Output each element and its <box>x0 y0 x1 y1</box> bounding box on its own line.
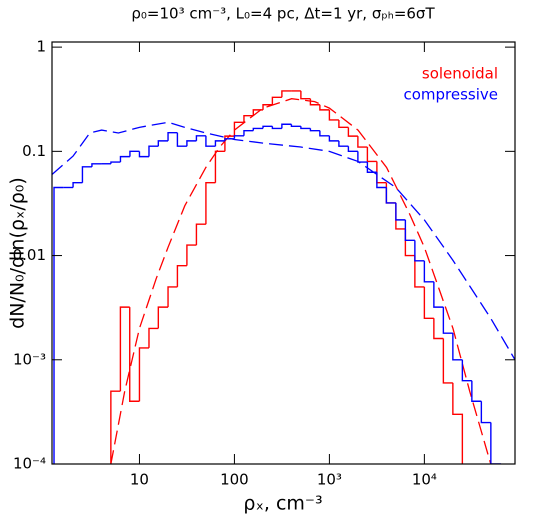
histogram-step <box>138 151 149 158</box>
legend-label: solenoidal <box>422 65 498 83</box>
histogram-step <box>195 135 206 141</box>
histogram-step <box>243 129 254 136</box>
histogram-step <box>129 307 140 402</box>
histogram-step <box>471 380 482 402</box>
histogram-step <box>281 123 292 129</box>
y-tick-label: 0.01 <box>13 246 46 264</box>
y-tick-label: 1 <box>36 38 46 56</box>
histogram-step <box>442 338 453 384</box>
histogram-step <box>433 281 444 308</box>
histogram-step <box>442 307 453 334</box>
histogram-step <box>395 202 406 221</box>
histogram-step <box>404 228 415 257</box>
histogram-step <box>480 401 491 424</box>
histogram-step <box>148 145 159 157</box>
histogram-step <box>214 150 225 183</box>
legend-label: compressive <box>403 86 498 104</box>
y-tick-label: 10⁻³ <box>13 350 46 368</box>
y-tick-label: 0.1 <box>22 142 46 160</box>
histogram-step <box>72 182 83 188</box>
histogram-step <box>176 132 187 147</box>
histogram-step <box>414 240 425 262</box>
histogram-step <box>167 131 178 141</box>
histogram-step <box>186 140 197 147</box>
histogram-step <box>176 264 187 287</box>
histogram-step <box>233 121 244 137</box>
histogram-step <box>328 135 339 142</box>
histogram-step <box>395 202 406 230</box>
x-axis-label: ρₓ, cm⁻³ <box>243 493 322 515</box>
fit-curve <box>110 98 492 464</box>
histogram-step <box>157 306 169 329</box>
histogram-step <box>357 136 368 148</box>
histogram-step <box>195 223 206 246</box>
histogram-step <box>319 104 330 111</box>
y-tick-label: 10⁻⁴ <box>13 455 46 473</box>
plot-area <box>52 90 515 464</box>
histogram-step <box>347 127 358 137</box>
histogram-step <box>53 186 64 464</box>
histogram-step <box>243 114 254 123</box>
histogram-step <box>461 359 472 382</box>
histogram-step <box>300 90 311 100</box>
histogram-step <box>490 422 502 464</box>
plot-frame <box>51 41 516 465</box>
histogram-step <box>252 127 264 131</box>
histogram-step <box>290 124 301 127</box>
histogram-step <box>271 96 282 105</box>
histogram-step <box>319 130 330 137</box>
histogram-step <box>262 125 273 129</box>
histogram-step <box>205 182 216 225</box>
histogram-step <box>452 382 464 464</box>
histogram-step <box>138 347 149 402</box>
histogram-step <box>366 147 377 163</box>
x-tick-label: 10 <box>130 471 149 489</box>
histogram-step <box>110 390 121 464</box>
x-tick-label: 10³ <box>317 471 342 489</box>
histogram-step <box>81 166 92 183</box>
histogram-step <box>338 119 349 129</box>
histogram-step <box>338 140 349 147</box>
histogram-step <box>91 163 102 167</box>
histogram-step <box>167 286 178 308</box>
fit-curve <box>52 121 515 361</box>
histogram-step <box>205 135 216 147</box>
histogram-step <box>423 286 434 320</box>
histogram-step <box>129 150 140 157</box>
histogram-step <box>347 146 358 153</box>
x-tick-label: 10⁴ <box>412 471 437 489</box>
histogram-step <box>148 327 159 348</box>
histogram-step <box>157 140 169 147</box>
histogram-step <box>309 128 320 132</box>
histogram-step <box>119 155 130 163</box>
histogram-step <box>224 135 235 152</box>
histogram-step <box>233 135 244 139</box>
histogram-step <box>433 318 444 340</box>
histogram-step <box>214 140 225 147</box>
histogram-step <box>357 151 368 163</box>
histogram-step <box>414 255 425 288</box>
histogram-step <box>281 90 292 98</box>
histogram-step <box>119 306 130 392</box>
histogram-step <box>423 260 434 283</box>
histogram-step <box>376 172 387 189</box>
histogram-step <box>271 126 282 130</box>
histogram-step <box>328 109 339 121</box>
histogram-step <box>262 104 273 110</box>
histogram-step <box>300 126 311 130</box>
chart-title: ρ₀=10³ cm⁻³, L₀=4 pc, Δt=1 yr, σₚₕ=6σT <box>131 5 435 23</box>
y-axis-label: dN/N₀/dln(ρₓ/ρ₀) <box>7 177 29 329</box>
histogram-step <box>186 244 197 266</box>
histogram-step <box>452 333 463 361</box>
histogram-step <box>404 219 415 242</box>
histogram-step <box>110 161 121 164</box>
histogram-step <box>385 187 396 204</box>
x-tick-label: 100 <box>220 471 249 489</box>
histogram-step <box>385 182 396 204</box>
